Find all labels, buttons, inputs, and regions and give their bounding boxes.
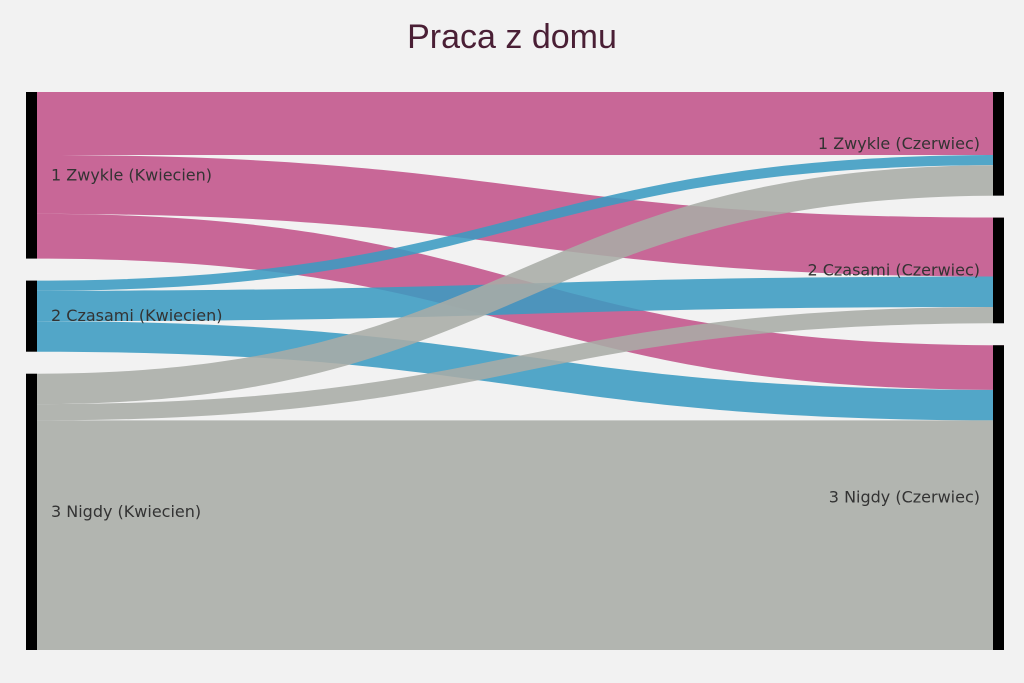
sankey-node-label-L2: 2 Czasami (Kwiecien) <box>51 306 222 325</box>
sankey-node-label-L3: 3 Nigdy (Kwiecien) <box>51 502 201 521</box>
sankey-node-R1 <box>993 92 1004 196</box>
sankey-link-L3-R3 <box>37 420 1004 650</box>
sankey-node-R3 <box>993 345 1004 650</box>
sankey-link-L1-R1 <box>37 92 1004 155</box>
sankey-node-label-R3: 3 Nigdy (Czerwiec) <box>829 488 980 507</box>
sankey-node-L2 <box>26 280 37 352</box>
sankey-node-L1 <box>26 92 37 259</box>
sankey-link-L3-R1 <box>37 165 1004 405</box>
sankey-link-L3-R2 <box>37 307 1004 421</box>
sankey-link-L1-R2 <box>37 154 1004 277</box>
sankey-node-label-R1: 1 Zwykle (Czerwiec) <box>818 134 980 153</box>
sankey-node-label-R2: 2 Czasami (Czerwiec) <box>807 260 980 279</box>
chart-title: Praca z domu <box>407 18 617 56</box>
sankey-node-L3 <box>26 373 37 650</box>
sankey-node-R2 <box>993 217 1004 324</box>
sankey-node-label-L1: 1 Zwykle (Kwiecien) <box>51 165 212 184</box>
sankey-link-L2-R1 <box>37 154 1004 291</box>
